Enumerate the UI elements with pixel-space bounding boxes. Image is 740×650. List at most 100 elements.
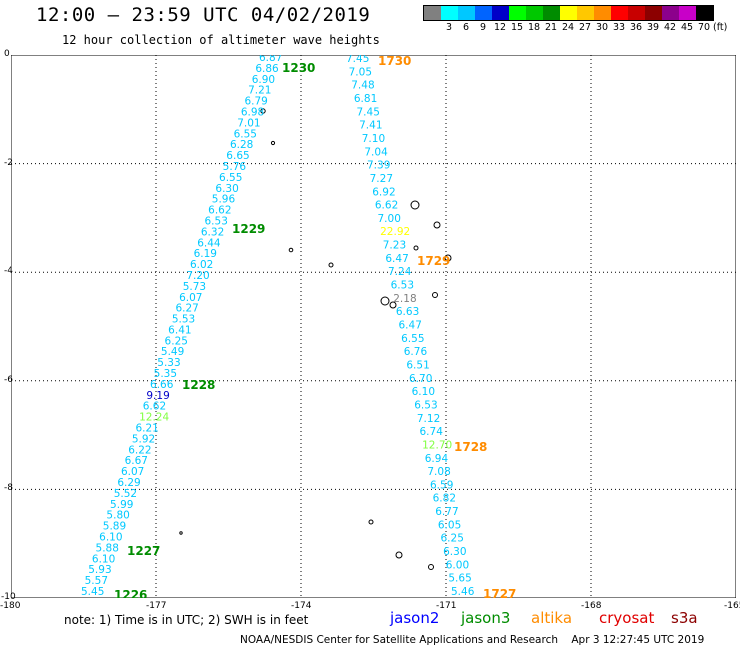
wave-height-value: 7.27 xyxy=(370,173,393,185)
island-outline xyxy=(270,140,276,146)
wave-height-value: 6.62 xyxy=(375,200,398,212)
island-outline xyxy=(260,108,266,114)
wave-height-value: 6.79 xyxy=(244,96,267,108)
credit-footer: NOAA/NESDIS Center for Satellite Applica… xyxy=(240,634,704,646)
wave-height-value: 6.94 xyxy=(425,453,449,465)
satellite-name: altika xyxy=(531,609,573,627)
legend-swatch xyxy=(560,6,577,20)
wave-height-value: 5.92 xyxy=(132,433,155,445)
latitude-tick-label: 0 xyxy=(4,49,10,59)
wave-height-value: 6.86 xyxy=(255,63,279,75)
longitude-tick-label: -171 xyxy=(436,601,457,611)
wave-height-value: 6.62 xyxy=(208,205,231,217)
legend-swatch xyxy=(509,6,526,20)
latitude-tick-label: -6 xyxy=(4,374,13,385)
wave-height-value: 7.20 xyxy=(186,270,209,282)
wave-height-value: 6.47 xyxy=(399,320,422,332)
wave-height-value: 6.92 xyxy=(372,186,395,198)
island-outline xyxy=(368,519,374,525)
island-outline xyxy=(389,301,397,309)
wave-height-value: 7.45 xyxy=(357,106,380,118)
legend-swatch xyxy=(441,6,458,20)
wave-height-value: 6.55 xyxy=(219,172,242,184)
wave-height-value: 6.70 xyxy=(409,373,432,385)
wave-height-value: 6.98 xyxy=(241,106,264,118)
legend-label: 21 xyxy=(545,22,558,33)
wave-height-value: 6.53 xyxy=(391,280,414,292)
wave-height-value: 7.05 xyxy=(349,66,372,78)
pass-time-label: 1728 xyxy=(454,440,487,454)
wave-height-value: 6.22 xyxy=(128,444,151,456)
legend-label: 70 xyxy=(698,22,711,33)
longitude-tick-label: -165 xyxy=(724,601,740,611)
wave-height-value: 12.70 xyxy=(422,439,452,451)
wave-height-value: 5.80 xyxy=(106,510,129,522)
wave-height-value: 5.89 xyxy=(103,521,126,533)
wave-height-value: 6.25 xyxy=(441,533,464,545)
wave-height-value: 7.41 xyxy=(359,120,382,132)
wave-height-value: 6.63 xyxy=(396,306,419,318)
wave-height-value: 7.45 xyxy=(346,55,369,65)
legend-swatch xyxy=(475,6,492,20)
wave-height-value: 6.82 xyxy=(433,493,456,505)
wave-height-value: 5.99 xyxy=(110,499,133,511)
wave-height-value: 6.19 xyxy=(194,248,217,260)
wave-height-value: 6.74 xyxy=(420,426,444,438)
graticule xyxy=(11,55,736,598)
wave-height-value: 6.55 xyxy=(234,128,257,140)
legend-label: 30 xyxy=(596,22,609,33)
wave-height-value: 5.76 xyxy=(223,161,247,173)
wave-height-value: 5.65 xyxy=(448,573,471,585)
latitude-tick-label: -8 xyxy=(4,483,13,494)
island-outline xyxy=(328,262,334,268)
wave-height-value: 9.19 xyxy=(146,390,169,402)
latitude-tick-label: -10 xyxy=(1,592,16,602)
wave-height-value: 6.44 xyxy=(197,237,221,249)
wave-height-value: 6.07 xyxy=(179,292,202,304)
wave-height-value: 6.59 xyxy=(430,479,453,491)
wave-height-value: 6.87 xyxy=(259,55,282,64)
wave-height-value: 7.08 xyxy=(427,466,450,478)
wave-height-value: 7.48 xyxy=(351,80,374,92)
legend-swatch xyxy=(577,6,594,20)
altimeter-tracks: 6.876.866.907.216.796.987.016.556.286.65… xyxy=(81,55,516,598)
wave-height-value: 5.35 xyxy=(154,368,177,380)
wave-height-value: 6.02 xyxy=(190,259,213,271)
wave-height-value: 5.57 xyxy=(85,575,108,587)
legend-swatch xyxy=(696,6,713,20)
wave-height-value: 6.07 xyxy=(121,466,144,478)
wave-height-value: 7.12 xyxy=(417,413,440,425)
legend-swatch xyxy=(645,6,662,20)
units-note: note: 1) Time is in UTC; 2) SWH is in fe… xyxy=(64,613,309,627)
wave-height-value: 6.53 xyxy=(414,399,437,411)
legend-label: 42 xyxy=(664,22,677,33)
legend-unit: (ft) xyxy=(713,22,728,33)
wave-height-value: 6.76 xyxy=(404,346,428,358)
legend-label: 15 xyxy=(511,22,524,33)
legend-swatch xyxy=(526,6,543,20)
legend-swatch xyxy=(611,6,628,20)
longitude-tick-label: -174 xyxy=(291,601,312,611)
wave-height-value: 7.04 xyxy=(364,146,388,158)
pass-time-label: 1226 xyxy=(114,588,147,598)
wave-height-value: 6.28 xyxy=(230,139,253,151)
legend-swatch xyxy=(458,6,475,20)
wave-height-value: 2.18 xyxy=(393,293,416,305)
legend-swatch xyxy=(492,6,509,20)
wave-height-value: 7.21 xyxy=(248,85,271,97)
latitude-tick-label: -2 xyxy=(4,157,13,168)
pass-time-label: 1230 xyxy=(282,61,315,75)
wave-height-value: 7.23 xyxy=(383,240,406,252)
wave-height-value: 6.65 xyxy=(226,150,249,162)
wave-height-value: 6.10 xyxy=(99,532,122,544)
islands xyxy=(179,108,452,570)
page-title: 12:00 – 23:59 UTC 04/02/2019 xyxy=(36,4,371,26)
map-plot: 6.876.866.907.216.796.987.016.556.286.65… xyxy=(11,55,736,598)
island-outline xyxy=(179,531,183,535)
wave-height-value: 6.55 xyxy=(401,333,424,345)
wave-height-value: 5.49 xyxy=(161,346,184,358)
color-legend xyxy=(423,5,714,21)
latitude-tick-label: -4 xyxy=(4,266,13,277)
wave-height-value: 12.24 xyxy=(139,412,169,424)
